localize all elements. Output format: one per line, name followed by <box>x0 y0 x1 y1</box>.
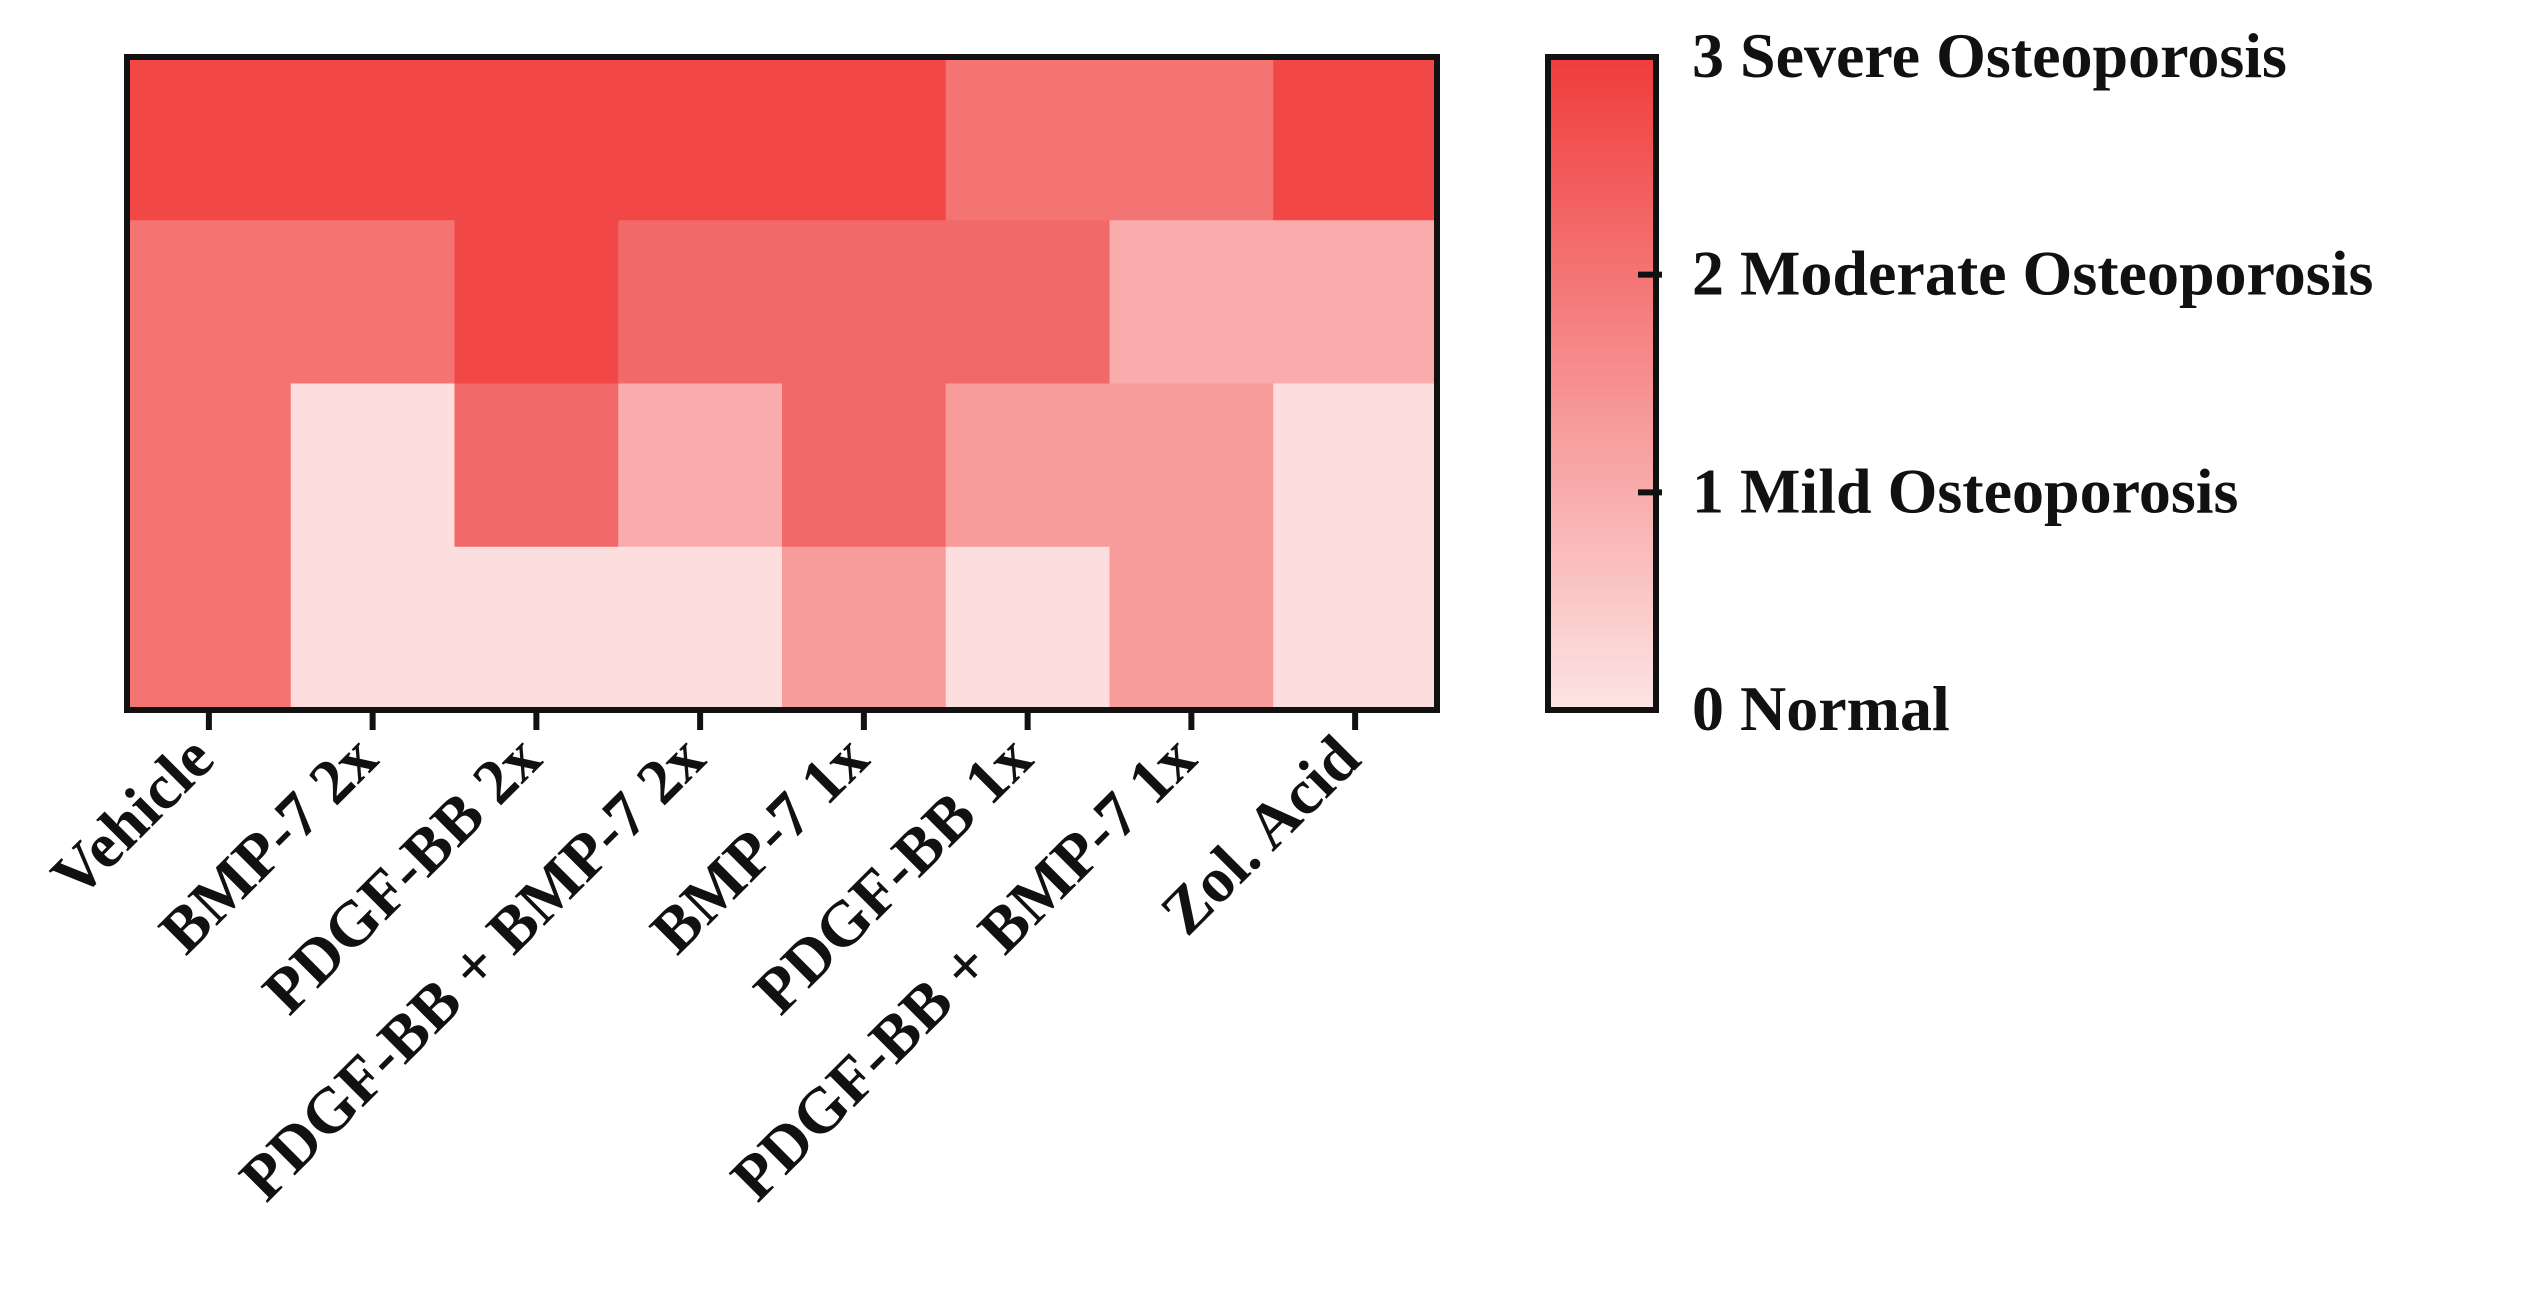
heatmap-cell <box>782 220 947 385</box>
heatmap-cell <box>1109 546 1274 711</box>
heatmap-cell <box>1109 57 1274 221</box>
heatmap-cell <box>1273 546 1438 711</box>
heatmap-cell <box>290 383 456 548</box>
heatmap-cell <box>454 546 619 711</box>
x-axis-ticks <box>205 710 1359 730</box>
heatmap-cell <box>454 383 619 548</box>
heatmap-cell <box>290 546 456 711</box>
heatmap-cell <box>782 546 947 711</box>
heatmap-cell <box>618 220 783 385</box>
heatmap-cell <box>618 57 783 221</box>
heatmap-cell <box>290 57 456 221</box>
heatmap-cell <box>1273 57 1438 221</box>
heatmap-cell <box>618 546 783 711</box>
scale-tick-label: 2 Moderate Osteoporosis <box>1692 238 2373 309</box>
heatmap-cell <box>782 383 947 548</box>
heatmap-cell <box>127 57 292 221</box>
scale-tick-label: 1 Mild Osteoporosis <box>1692 455 2238 526</box>
color-scale-bar <box>1545 54 1659 713</box>
heatmap-cells <box>127 57 1438 711</box>
heatmap-cell <box>127 220 292 385</box>
heatmap-cell <box>1109 383 1274 548</box>
heatmap-cell <box>1109 220 1274 385</box>
heatmap-cell <box>782 57 947 221</box>
heatmap-cell <box>1273 220 1438 385</box>
heatmap-cell <box>945 546 1111 711</box>
heatmap-cell <box>945 57 1111 221</box>
color-scale-ticks: 0 Normal 1 Mild Osteoporosis 2 Moderate Os… <box>1638 20 2373 744</box>
heatmap-cell <box>454 57 619 221</box>
heatmap-cell <box>1273 383 1438 548</box>
heatmap-cell <box>454 220 619 385</box>
heatmap-cell <box>945 383 1111 548</box>
heatmap-cell <box>945 220 1111 385</box>
heatmap-cell <box>127 383 292 548</box>
scale-tick-label: 0 Normal <box>1692 673 1950 744</box>
heatmap-frame <box>124 54 1440 713</box>
heatmap-cell <box>290 220 456 385</box>
heatmap-cell <box>127 546 292 711</box>
heatmap-cell <box>618 383 783 548</box>
scale-tick-label: 3 Severe Osteoporosis <box>1692 20 2287 91</box>
